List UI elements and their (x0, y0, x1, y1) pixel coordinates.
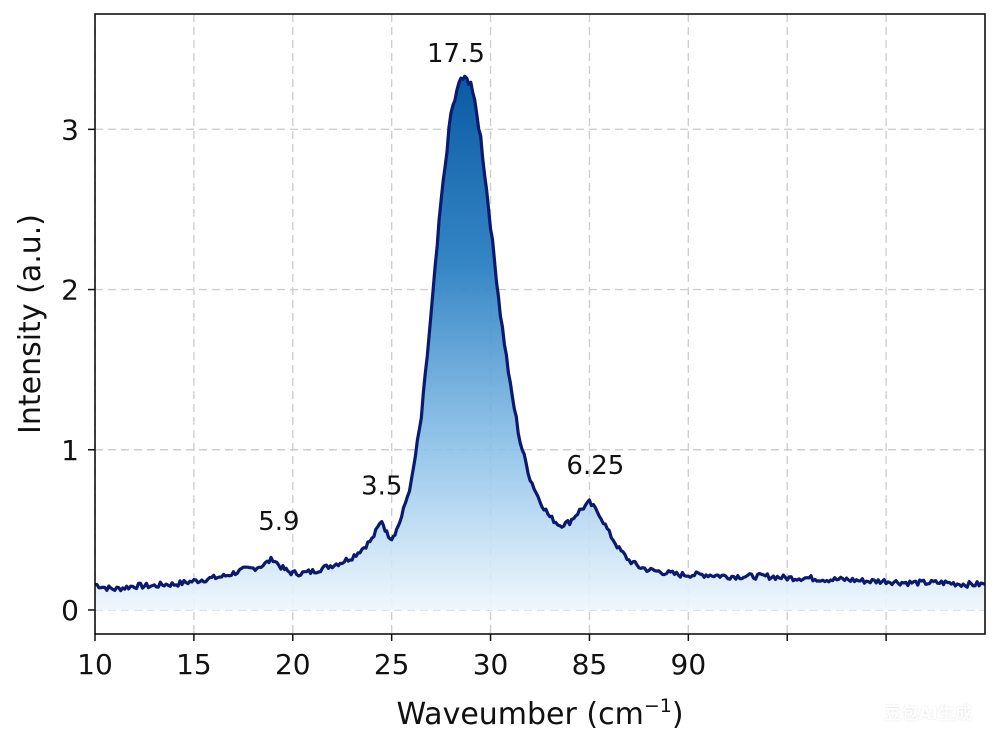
x-tick-label: 10 (77, 648, 113, 681)
x-tick-label: 30 (473, 648, 509, 681)
y-axis-title: Intensity (a.u.) (13, 214, 48, 434)
x-axis-title-superscript: −1 (644, 695, 672, 717)
peak-label: 17.5 (427, 39, 485, 69)
peak-label: 6.25 (566, 451, 624, 481)
watermark: 豆包AI生成 (884, 704, 972, 724)
y-tick-label: 1 (61, 434, 79, 467)
x-tick-label: 85 (572, 648, 608, 681)
x-axis-title: Waveumber (cm−1) (396, 695, 683, 732)
x-axis: 10 15 20 25 30 85 90 (77, 634, 887, 681)
plot-frame (94, 13, 986, 635)
y-tick-label: 0 (61, 594, 79, 627)
peak-label: 5.9 (258, 507, 299, 537)
x-tick-label: 15 (176, 648, 212, 681)
spectrum-line (95, 74, 985, 593)
x-tick-label: 25 (374, 648, 410, 681)
x-tick-label: 20 (275, 648, 311, 681)
peak-label: 3.5 (361, 472, 402, 502)
y-tick-label: 3 (61, 113, 79, 146)
y-axis: 0 1 2 3 (61, 113, 95, 627)
x-tick-label: 90 (671, 648, 707, 681)
spectrum-area-fill (95, 76, 985, 611)
peak-annotations: 5.9 3.5 17.5 6.25 (258, 39, 624, 537)
y-tick-label: 2 (61, 274, 79, 307)
